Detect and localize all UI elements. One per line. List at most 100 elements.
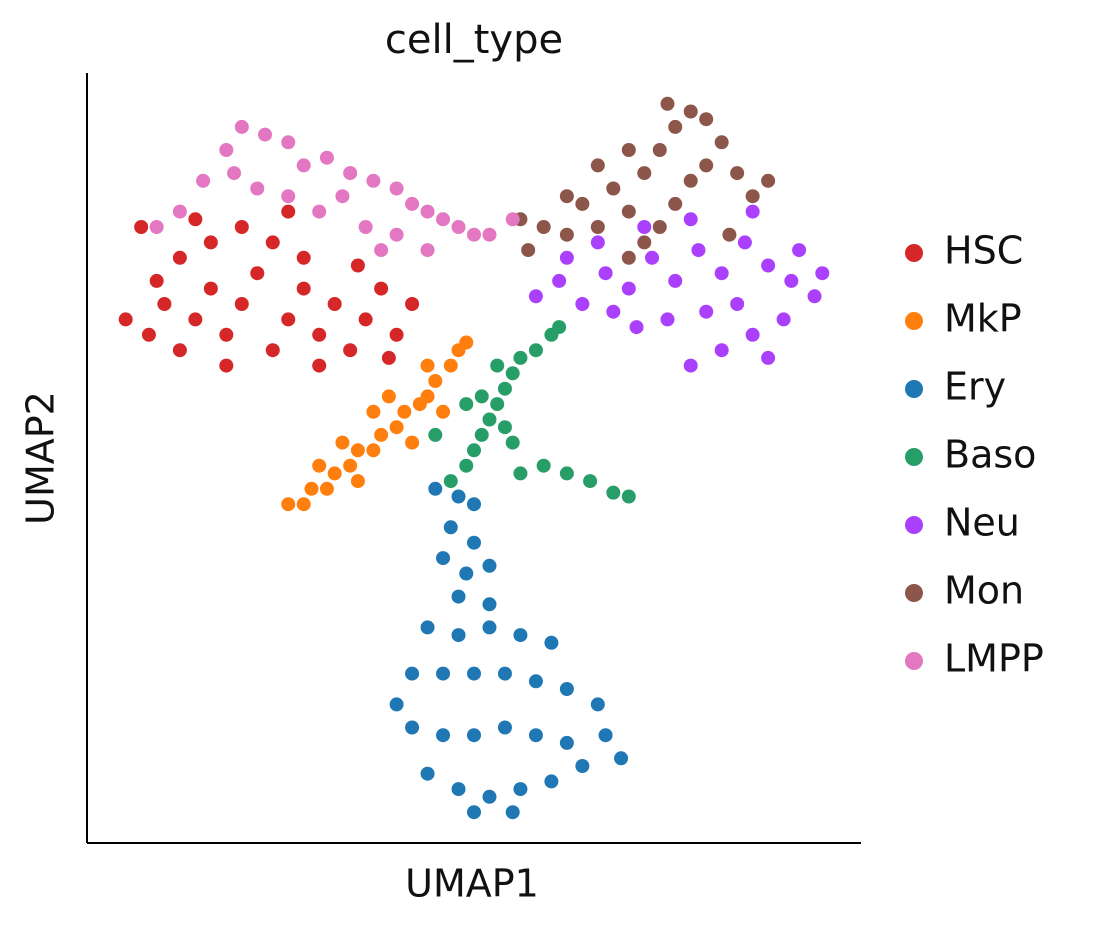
- point: [319, 481, 334, 496]
- point: [405, 297, 420, 311]
- point: [714, 343, 729, 358]
- point: [482, 227, 497, 242]
- point: [505, 212, 520, 227]
- legend-label: LMPP: [944, 637, 1044, 681]
- point: [559, 227, 574, 242]
- point: [467, 227, 481, 242]
- point: [583, 474, 598, 489]
- point: [505, 366, 520, 381]
- point: [436, 666, 451, 681]
- point: [172, 250, 187, 265]
- point: [219, 143, 234, 157]
- point: [714, 135, 729, 150]
- point: [281, 312, 296, 327]
- point: [420, 243, 435, 258]
- point: [420, 204, 435, 219]
- point: [203, 235, 218, 250]
- legend-label: HSC: [944, 229, 1023, 273]
- point: [467, 666, 481, 681]
- point: [428, 427, 443, 442]
- point: [296, 281, 311, 296]
- point: [761, 350, 776, 365]
- point: [513, 782, 528, 797]
- point: [745, 327, 760, 342]
- point: [668, 196, 683, 211]
- points: [118, 96, 830, 820]
- point: [436, 728, 451, 743]
- point: [366, 404, 381, 419]
- point: [312, 458, 327, 473]
- point: [621, 281, 636, 296]
- point: [467, 535, 481, 550]
- y-axis-label: UMAP2: [19, 391, 63, 525]
- point: [575, 196, 590, 211]
- point: [428, 374, 443, 388]
- point: [792, 243, 807, 258]
- point: [722, 227, 737, 242]
- legend-marker: [905, 380, 923, 398]
- point: [350, 474, 365, 489]
- point: [559, 466, 574, 481]
- point: [436, 404, 451, 419]
- point: [451, 220, 466, 234]
- point: [590, 697, 605, 712]
- point: [343, 166, 358, 181]
- legend-marker: [905, 516, 923, 534]
- point: [219, 327, 234, 342]
- point: [652, 143, 667, 157]
- point: [590, 235, 605, 250]
- point: [482, 412, 497, 427]
- point: [621, 250, 636, 265]
- point: [443, 358, 458, 373]
- point: [319, 150, 334, 165]
- point: [474, 427, 489, 442]
- x-axis-label: UMAP1: [405, 862, 539, 906]
- point: [327, 466, 342, 481]
- point: [358, 220, 373, 234]
- point: [327, 297, 342, 311]
- point: [699, 304, 714, 319]
- point: [497, 666, 512, 681]
- point: [683, 358, 698, 373]
- point: [389, 420, 404, 435]
- point: [366, 173, 381, 188]
- point: [637, 166, 652, 181]
- point: [366, 443, 381, 458]
- point: [443, 474, 458, 489]
- point: [737, 235, 752, 250]
- point: [172, 343, 187, 358]
- point: [590, 220, 605, 234]
- legend-label: MkP: [944, 297, 1022, 341]
- point: [258, 127, 273, 142]
- point: [807, 289, 822, 304]
- legend: HSC MkP Ery Baso Neu Mon LMPP: [905, 229, 1044, 681]
- point: [590, 158, 605, 173]
- point: [598, 266, 613, 281]
- point: [428, 481, 443, 496]
- point: [374, 281, 389, 296]
- point: [451, 628, 466, 643]
- point: [389, 181, 404, 196]
- point: [350, 443, 365, 458]
- point: [436, 212, 451, 227]
- point: [374, 427, 389, 442]
- point: [652, 220, 667, 234]
- point: [683, 173, 698, 188]
- point: [745, 204, 760, 219]
- point: [157, 297, 172, 311]
- point: [219, 358, 234, 373]
- point: [559, 250, 574, 265]
- point: [172, 204, 187, 219]
- point: [497, 420, 512, 435]
- point: [459, 458, 474, 473]
- point: [815, 266, 830, 281]
- point: [497, 381, 512, 396]
- point: [513, 628, 528, 643]
- point: [397, 404, 412, 419]
- point: [265, 343, 280, 358]
- point: [405, 720, 420, 735]
- point: [296, 158, 311, 173]
- legend-label: Mon: [944, 569, 1024, 613]
- point: [296, 497, 311, 512]
